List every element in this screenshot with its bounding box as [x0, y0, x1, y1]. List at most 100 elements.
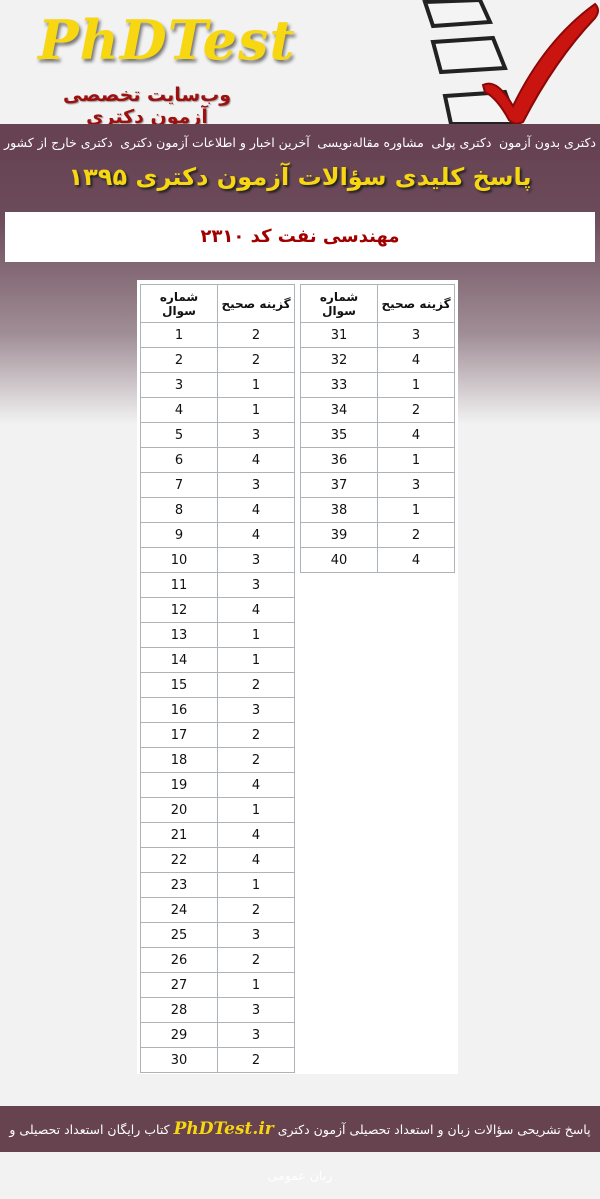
cell-answer: 1: [217, 972, 295, 998]
menu-item-paid-phd[interactable]: دکتری پولی: [431, 134, 492, 150]
table-row: 33 1: [300, 372, 455, 398]
table-row: 23 1: [140, 872, 295, 898]
cell-answer: 4: [217, 447, 295, 473]
table-row: 10 3: [140, 547, 295, 573]
cell-number: 13: [140, 622, 218, 648]
cell-number: 26: [140, 947, 218, 973]
cell-answer: 3: [217, 997, 295, 1023]
cell-number: 39: [300, 522, 378, 548]
cell-number: 33: [300, 372, 378, 398]
table-row: 39 2: [300, 522, 455, 548]
menu-item-latest-news[interactable]: آخرین اخبار و اطلاعات آزمون دکتری: [120, 134, 310, 150]
cell-answer: 1: [217, 647, 295, 673]
cell-answer: 3: [377, 322, 455, 348]
cell-number: 12: [140, 597, 218, 623]
menu-item-phd-without-exam[interactable]: دکتری بدون آزمون: [498, 134, 596, 150]
table-row: 26 2: [140, 947, 295, 973]
cell-answer: 2: [217, 947, 295, 973]
cell-answer: 2: [217, 1047, 295, 1073]
cell-answer: 1: [217, 372, 295, 398]
footer-brand[interactable]: PhDTest.ir: [173, 1119, 274, 1139]
table-row: 25 3: [140, 922, 295, 948]
cell-number: 28: [140, 997, 218, 1023]
checkbox-checkmark-icon: [422, 0, 599, 124]
menu-item-article-consulting[interactable]: مشاوره مقاله‌نویسی: [317, 134, 424, 150]
page-subtitle: مهندسی نفت کد ۲۳۱۰: [5, 212, 595, 262]
cell-number: 11: [140, 572, 218, 598]
cell-number: 25: [140, 922, 218, 948]
site-header: PhDTest وب‌سایت تخصصی آزمون دکتری: [0, 0, 600, 128]
table-row: 22 4: [140, 847, 295, 873]
cell-number: 4: [140, 397, 218, 423]
cell-answer: 3: [217, 422, 295, 448]
cell-number: 20: [140, 797, 218, 823]
cell-answer: 1: [377, 372, 455, 398]
cell-number: 31: [300, 322, 378, 348]
cell-number: 35: [300, 422, 378, 448]
cell-answer: 4: [217, 522, 295, 548]
cell-answer: 1: [217, 797, 295, 823]
cell-number: 15: [140, 672, 218, 698]
table-row: 35 4: [300, 422, 455, 448]
cell-answer: 4: [217, 597, 295, 623]
cell-number: 36: [300, 447, 378, 473]
column-header-answer: گزینه صحیح: [377, 284, 455, 323]
cell-answer: 3: [217, 1022, 295, 1048]
cell-answer: 1: [217, 872, 295, 898]
main-menu: دکتری بدون آزمون دکتری پولی مشاوره مقاله…: [0, 124, 600, 160]
page-title: پاسخ کلیدی سؤالات آزمون دکتری ۱۳۹۵: [68, 163, 532, 191]
table-row: 21 4: [140, 822, 295, 848]
cell-answer: 2: [217, 747, 295, 773]
cell-answer: 2: [217, 722, 295, 748]
table-row: 31 3: [300, 322, 455, 348]
table-row: 40 4: [300, 547, 455, 573]
table-row: 14 1: [140, 647, 295, 673]
cell-answer: 4: [377, 422, 455, 448]
cell-answer: 3: [377, 472, 455, 498]
logo[interactable]: PhDTest: [38, 8, 296, 72]
cell-answer: 4: [217, 822, 295, 848]
cell-number: 21: [140, 822, 218, 848]
cell-number: 1: [140, 322, 218, 348]
cell-answer: 4: [217, 847, 295, 873]
cell-answer: 4: [217, 497, 295, 523]
cell-answer: 2: [377, 397, 455, 423]
cell-answer: 1: [377, 497, 455, 523]
answer-table-2: شماره سوال گزینه صحیح 31 3 32 4 33 1 34 2 35 4 36 1…: [300, 284, 455, 573]
cell-number: 7: [140, 472, 218, 498]
cell-answer: 1: [217, 622, 295, 648]
cell-answer: 4: [217, 772, 295, 798]
table-row: 11 3: [140, 572, 295, 598]
cell-number: 30: [140, 1047, 218, 1073]
cell-number: 34: [300, 397, 378, 423]
table-row: 13 1: [140, 622, 295, 648]
table-row: 18 2: [140, 747, 295, 773]
cell-number: 22: [140, 847, 218, 873]
table-row: 24 2: [140, 897, 295, 923]
cell-number: 40: [300, 547, 378, 573]
table-row: 37 3: [300, 472, 455, 498]
cell-number: 23: [140, 872, 218, 898]
footer-banner[interactable]: پاسخ تشریحی سؤالات زبان و استعداد تحصیلی…: [0, 1106, 600, 1183]
cell-number: 10: [140, 547, 218, 573]
table-row: 36 1: [300, 447, 455, 473]
cell-number: 3: [140, 372, 218, 398]
cell-number: 37: [300, 472, 378, 498]
cell-number: 24: [140, 897, 218, 923]
cell-number: 17: [140, 722, 218, 748]
table-row: 32 4: [300, 347, 455, 373]
menu-item-phd-abroad[interactable]: دکتری خارج از کشور: [4, 134, 113, 150]
cell-number: 6: [140, 447, 218, 473]
cell-number: 38: [300, 497, 378, 523]
column-header-number: شماره سوال: [300, 284, 378, 323]
cell-answer: 2: [217, 897, 295, 923]
cell-number: 5: [140, 422, 218, 448]
